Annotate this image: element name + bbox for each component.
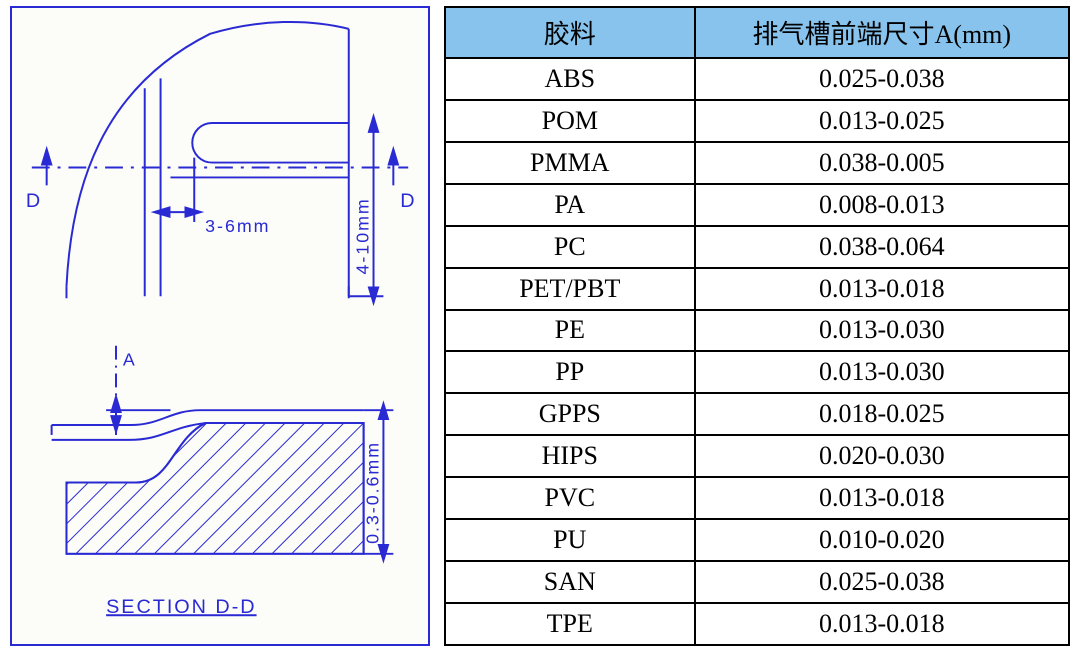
cell-material: POM bbox=[445, 100, 695, 142]
cell-range: 0.025-0.038 bbox=[695, 58, 1069, 100]
section-marker-left: D bbox=[26, 190, 42, 212]
table-row: PET/PBT0.013-0.018 bbox=[445, 268, 1069, 310]
table-row: GPPS0.018-0.025 bbox=[445, 393, 1069, 435]
table-row: PVC0.013-0.018 bbox=[445, 477, 1069, 519]
cell-material: PVC bbox=[445, 477, 695, 519]
cell-material: PMMA bbox=[445, 142, 695, 184]
section-title: SECTION D-D bbox=[106, 596, 256, 618]
cell-range: 0.018-0.025 bbox=[695, 393, 1069, 435]
dim-0-3-0-6mm: 0.3-0.6mm bbox=[362, 441, 382, 544]
layout-root: D D 3-6mm 4-10mm A 0.3-0.6mm SECTION D-D… bbox=[0, 0, 1080, 653]
vent-table: 胶料 排气槽前端尺寸A(mm) ABS0.025-0.038POM0.013-0… bbox=[444, 6, 1070, 646]
cell-material: GPPS bbox=[445, 393, 695, 435]
cell-material: PET/PBT bbox=[445, 268, 695, 310]
engineering-diagram: D D 3-6mm 4-10mm A 0.3-0.6mm SECTION D-D bbox=[10, 6, 430, 646]
dim-A: A bbox=[123, 350, 137, 370]
cell-range: 0.013-0.030 bbox=[695, 310, 1069, 352]
table-row: PU0.010-0.020 bbox=[445, 519, 1069, 561]
vent-table-pane: 胶料 排气槽前端尺寸A(mm) ABS0.025-0.038POM0.013-0… bbox=[444, 6, 1070, 646]
cell-range: 0.020-0.030 bbox=[695, 435, 1069, 477]
table-row: TPE0.013-0.018 bbox=[445, 603, 1069, 645]
dim-4-10mm: 4-10mm bbox=[353, 197, 373, 274]
cell-range: 0.038-0.064 bbox=[695, 226, 1069, 268]
table-row: PP0.013-0.030 bbox=[445, 351, 1069, 393]
cell-material: TPE bbox=[445, 603, 695, 645]
table-row: PC0.038-0.064 bbox=[445, 226, 1069, 268]
table-row: ABS0.025-0.038 bbox=[445, 58, 1069, 100]
header-material: 胶料 bbox=[445, 7, 695, 58]
table-row: PA0.008-0.013 bbox=[445, 184, 1069, 226]
cell-material: PP bbox=[445, 351, 695, 393]
cell-material: PA bbox=[445, 184, 695, 226]
table-row: PMMA0.038-0.005 bbox=[445, 142, 1069, 184]
cell-material: ABS bbox=[445, 58, 695, 100]
cell-range: 0.013-0.018 bbox=[695, 477, 1069, 519]
cell-range: 0.013-0.025 bbox=[695, 100, 1069, 142]
cell-material: PU bbox=[445, 519, 695, 561]
table-row: SAN0.025-0.038 bbox=[445, 561, 1069, 603]
cell-material: PC bbox=[445, 226, 695, 268]
table-row: HIPS0.020-0.030 bbox=[445, 435, 1069, 477]
cell-material: SAN bbox=[445, 561, 695, 603]
section-marker-right: D bbox=[400, 190, 416, 212]
cell-material: PE bbox=[445, 310, 695, 352]
cell-range: 0.013-0.018 bbox=[695, 603, 1069, 645]
table-row: POM0.013-0.025 bbox=[445, 100, 1069, 142]
cell-range: 0.013-0.018 bbox=[695, 268, 1069, 310]
cell-range: 0.013-0.030 bbox=[695, 351, 1069, 393]
cell-material: HIPS bbox=[445, 435, 695, 477]
cell-range: 0.008-0.013 bbox=[695, 184, 1069, 226]
table-header-row: 胶料 排气槽前端尺寸A(mm) bbox=[445, 7, 1069, 58]
table-row: PE0.013-0.030 bbox=[445, 310, 1069, 352]
cell-range: 0.038-0.005 bbox=[695, 142, 1069, 184]
dim-3-6mm: 3-6mm bbox=[205, 216, 270, 236]
cell-range: 0.010-0.020 bbox=[695, 519, 1069, 561]
cell-range: 0.025-0.038 bbox=[695, 561, 1069, 603]
header-dimension: 排气槽前端尺寸A(mm) bbox=[695, 7, 1069, 58]
